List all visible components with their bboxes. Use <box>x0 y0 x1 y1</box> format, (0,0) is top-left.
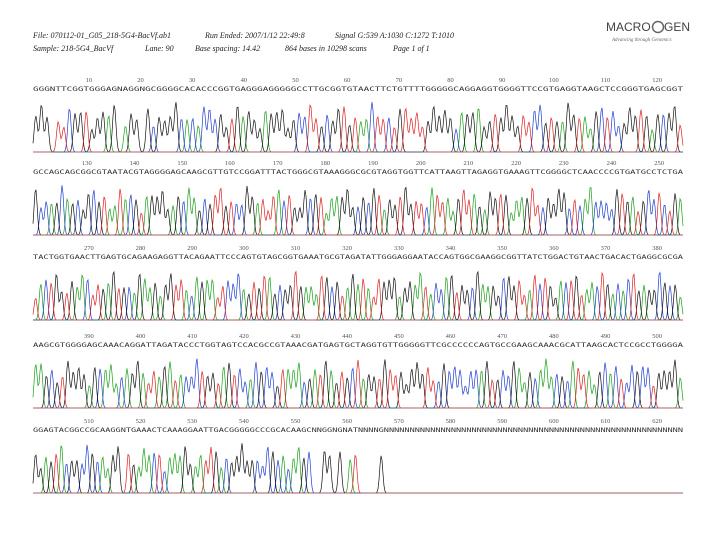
base-position: 330 <box>394 245 404 252</box>
base-position: 240 <box>607 160 617 167</box>
trace-A <box>33 187 684 236</box>
base-position: 170 <box>273 160 283 167</box>
base-position: 40 <box>241 77 248 84</box>
trace-C <box>33 358 683 409</box>
base-position: 620 <box>652 418 662 425</box>
base-sequence: GGGNTTCGGTGGGAGNAGGNGCGGGGCACACCCGGTGAGG… <box>33 85 683 93</box>
base-position: 580 <box>446 418 456 425</box>
base-position: 160 <box>225 160 235 167</box>
base-position: 440 <box>342 333 352 340</box>
base-position: 110 <box>601 77 611 84</box>
base-position: 490 <box>601 333 611 340</box>
file-name: File: 070112-01_G05_218-5G4-BacVf.ab1 <box>32 31 171 40</box>
base-position: 220 <box>511 160 521 167</box>
base-position: 350 <box>497 245 507 252</box>
base-position: 370 <box>601 245 611 252</box>
base-sequence: AAGCGTGGGGAGCAAACAGGATTAGATACCCTGGTAGTCC… <box>33 341 683 349</box>
base-position: 390 <box>84 333 94 340</box>
base-position: 200 <box>416 160 426 167</box>
base-position: 130 <box>82 160 92 167</box>
base-position: 530 <box>187 418 197 425</box>
run-ended: Run Ended: 2007/1/12 22:49:8 <box>204 31 305 40</box>
base-position: 70 <box>396 77 403 84</box>
base-position: 140 <box>130 160 140 167</box>
logo-icon <box>651 20 665 34</box>
base-position: 430 <box>291 333 301 340</box>
logo-left: MACRO <box>606 20 651 34</box>
base-position: 600 <box>549 418 559 425</box>
trace-C <box>33 185 683 236</box>
logo-tagline: Advancing through Genomics <box>611 38 672 43</box>
base-position: 20 <box>137 77 144 84</box>
base-position: 80 <box>447 77 454 84</box>
base-position: 420 <box>239 333 249 340</box>
base-position: 610 <box>601 418 611 425</box>
trace-T <box>33 104 684 153</box>
trace-T <box>33 446 683 494</box>
bases-count: 864 bases in 10298 scans <box>285 44 367 53</box>
base-position: 560 <box>342 418 352 425</box>
base-position: 60 <box>344 77 351 84</box>
base-position: 480 <box>549 333 559 340</box>
base-position: 550 <box>291 418 301 425</box>
base-position: 470 <box>497 333 507 340</box>
base-position: 570 <box>394 418 404 425</box>
base-sequence: GGAGTACGGCCGCAAGGNTGAAACTCAAAGGAATTGACGG… <box>33 426 683 434</box>
base-position: 340 <box>446 245 456 252</box>
trace-G <box>32 185 683 236</box>
base-position: 270 <box>84 245 94 252</box>
trace-A <box>32 358 684 409</box>
base-position: 210 <box>464 160 474 167</box>
base-position: 120 <box>652 77 662 84</box>
base-position: 250 <box>654 160 664 167</box>
base-position: 590 <box>497 418 507 425</box>
base-position: 500 <box>652 333 662 340</box>
logo: MACRO GEN Advancing through Genomics <box>606 20 690 43</box>
lane: Lane: 90 <box>144 44 174 53</box>
base-position: 50 <box>292 77 299 84</box>
base-position: 450 <box>394 333 404 340</box>
base-position: 150 <box>177 160 187 167</box>
trace-T <box>33 359 683 409</box>
base-position: 100 <box>549 77 559 84</box>
base-position: 510 <box>84 418 94 425</box>
base-position: 90 <box>499 77 506 84</box>
base-position: 520 <box>136 418 146 425</box>
page-number: Page 1 of 1 <box>392 44 430 53</box>
base-sequence: GCCAGCAGCGGCGTAATACGTAGGGGAGCAAGCGTTGTCC… <box>33 168 683 176</box>
base-position: 410 <box>187 333 197 340</box>
base-position: 190 <box>368 160 378 167</box>
base-spacing: Base spacing: 14.42 <box>195 44 260 53</box>
trace-G <box>33 359 683 409</box>
signal: Signal G:539 A:1030 C:1272 T:1010 <box>335 31 454 40</box>
base-position: 310 <box>291 245 301 252</box>
base-position: 380 <box>652 245 662 252</box>
base-position: 180 <box>320 160 330 167</box>
logo-right: GEN <box>664 20 690 34</box>
base-position: 290 <box>187 245 197 252</box>
base-position: 540 <box>239 418 249 425</box>
base-position: 320 <box>342 245 352 252</box>
base-position: 30 <box>189 77 196 84</box>
base-position: 230 <box>559 160 569 167</box>
base-sequence: TACTGGTGAACTTGAGTGCAGAAGAGGTTACAGAATTCCC… <box>33 253 683 261</box>
base-position: 360 <box>549 245 559 252</box>
base-position: 10 <box>86 77 93 84</box>
base-position: 280 <box>136 245 146 252</box>
base-position: 460 <box>446 333 456 340</box>
sample: Sample: 218-5G4_BacVf <box>33 44 115 53</box>
base-position: 300 <box>239 245 249 252</box>
base-position: 400 <box>136 333 146 340</box>
